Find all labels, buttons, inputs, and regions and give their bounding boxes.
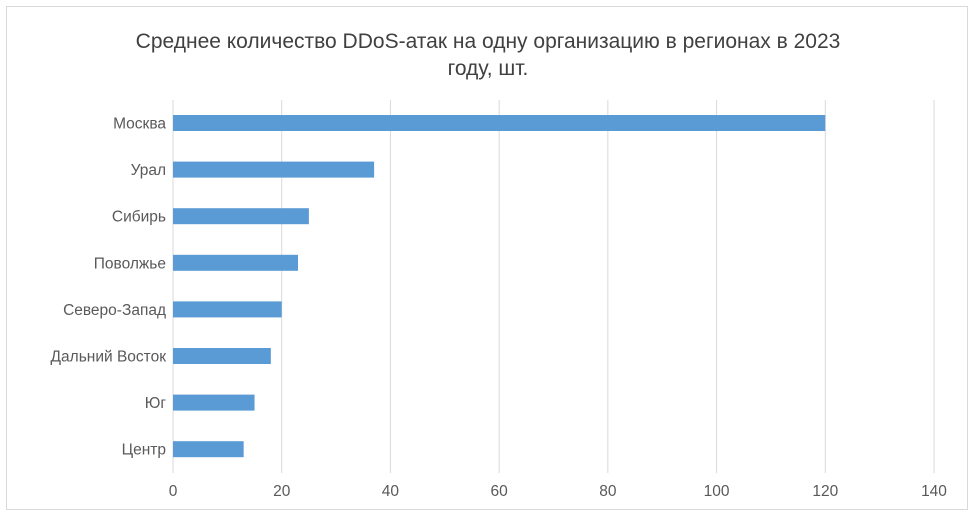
x-tick-label: 20 <box>273 483 291 500</box>
category-label: Москва <box>113 116 166 133</box>
x-tick-label: 60 <box>491 483 509 500</box>
chart-title: Среднее количество DDoS-атак на одну орг… <box>0 28 976 82</box>
bar <box>173 254 299 271</box>
category-label: Северо-Запад <box>63 302 166 319</box>
bar <box>173 441 244 458</box>
bar <box>173 161 375 178</box>
category-label: Сибирь <box>112 209 166 226</box>
x-tick-label: 140 <box>921 483 947 500</box>
chart-title-line-2: году, шт. <box>447 57 529 80</box>
x-tick-label: 80 <box>599 483 617 500</box>
x-tick-label: 40 <box>382 483 400 500</box>
bar <box>173 115 826 131</box>
category-label: Юг <box>145 395 167 412</box>
category-label: Урал <box>131 162 166 179</box>
x-tick-label: 0 <box>169 483 178 500</box>
chart-frame <box>6 6 968 510</box>
category-label: Центр <box>122 442 166 459</box>
x-tick-label: 120 <box>812 483 838 500</box>
bar <box>173 301 282 318</box>
x-tick-label: 100 <box>704 483 730 500</box>
bar <box>173 348 271 364</box>
bar <box>173 208 309 225</box>
chart-title-line-1: Среднее количество DDoS-атак на одну орг… <box>135 30 841 53</box>
category-label: Поволжье <box>94 255 166 272</box>
bar <box>173 394 255 411</box>
category-label: Дальний Восток <box>51 349 167 366</box>
